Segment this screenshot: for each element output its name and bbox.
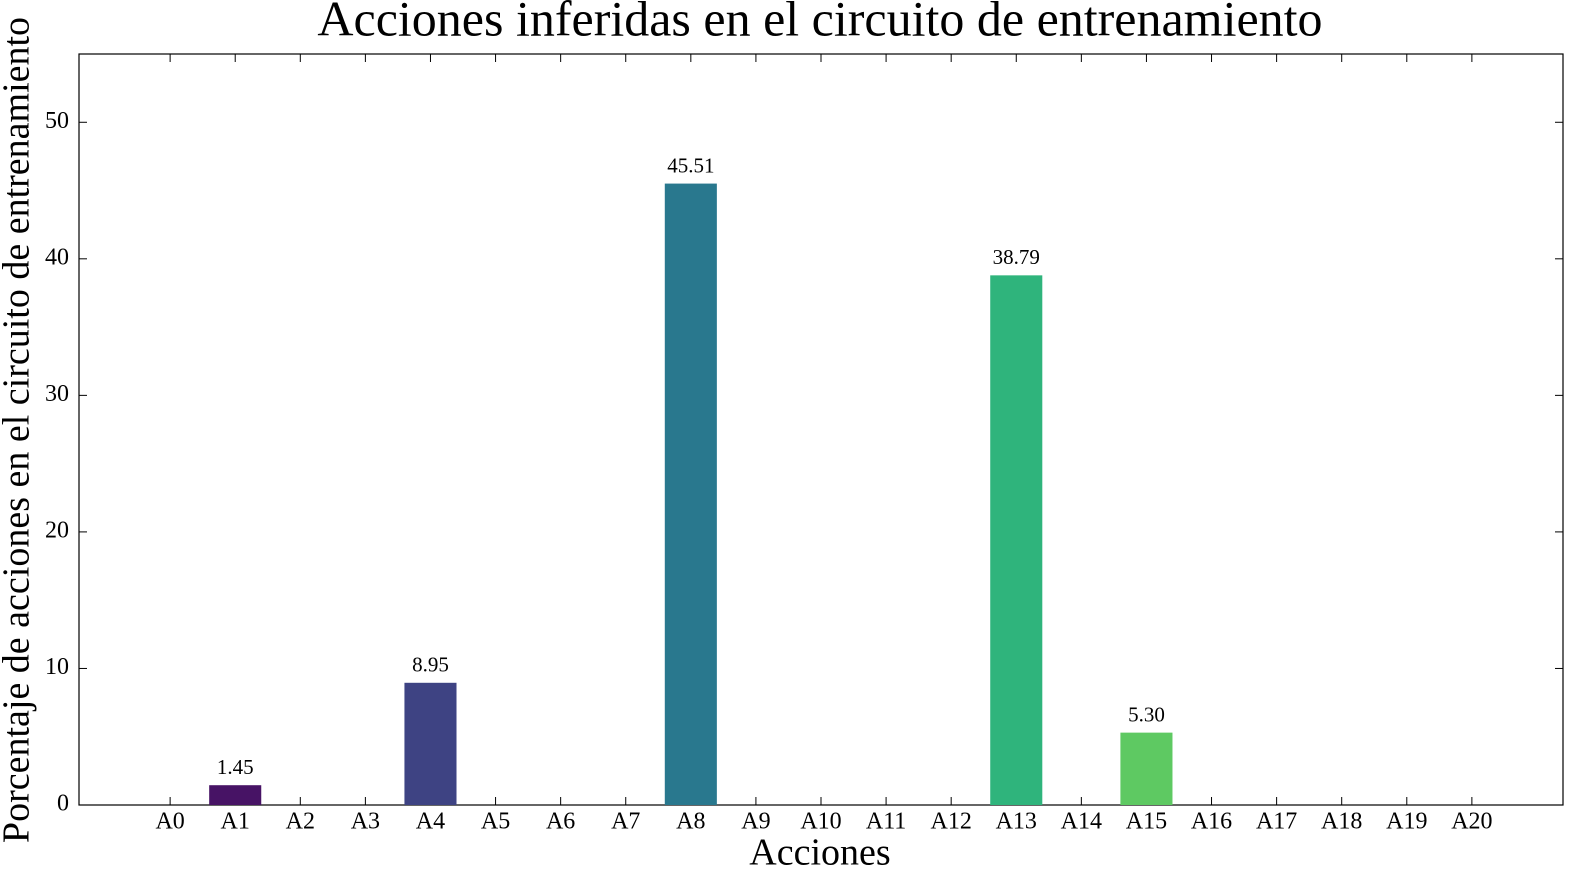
bar: [209, 785, 262, 805]
value-label: 45.51: [667, 153, 714, 177]
x-tick-label: A20: [1451, 809, 1492, 835]
y-tick-label: 30: [45, 381, 69, 407]
value-label: 8.95: [412, 653, 449, 677]
x-tick-label: A12: [931, 809, 972, 835]
x-tick-label: A15: [1126, 809, 1167, 835]
x-tick-label: A19: [1386, 809, 1427, 835]
bar: [664, 183, 717, 805]
plot-frame: [78, 53, 1564, 806]
y-tick-label: 50: [45, 108, 69, 134]
x-tick-label: A11: [866, 809, 906, 835]
x-tick-label: A16: [1191, 809, 1232, 835]
bar: [404, 682, 457, 805]
y-axis-label: Porcentaje de acciones en el circuito de…: [0, 17, 38, 843]
x-tick-label: A8: [676, 809, 705, 835]
y-tick-label: 10: [45, 654, 69, 680]
x-tick-label: A14: [1061, 809, 1102, 835]
x-tick-label: A5: [481, 809, 510, 835]
x-tick-label: A9: [741, 809, 770, 835]
x-tick-label: A2: [286, 809, 315, 835]
x-tick-label: A13: [996, 809, 1037, 835]
x-axis-label: Acciones: [749, 832, 890, 874]
y-tick-label: 0: [57, 791, 69, 817]
value-label: 5.30: [1128, 702, 1165, 726]
y-tick-label: 20: [45, 517, 69, 543]
chart-title: Acciones inferidas en el circuito de ent…: [317, 0, 1322, 46]
bar: [1120, 732, 1173, 805]
x-tick-label: A6: [546, 809, 575, 835]
x-tick-label: A17: [1256, 809, 1297, 835]
bar: [990, 275, 1043, 805]
x-tick-label: A1: [221, 809, 250, 835]
x-tick-label: A0: [155, 809, 184, 835]
y-tick-label: 40: [45, 244, 69, 270]
x-tick-label: A10: [800, 809, 841, 835]
x-tick-label: A3: [351, 809, 380, 835]
value-label: 1.45: [217, 755, 254, 779]
x-tick-label: A7: [611, 809, 640, 835]
value-label: 38.79: [993, 245, 1040, 269]
x-tick-label: A18: [1321, 809, 1362, 835]
x-tick-label: A4: [416, 809, 445, 835]
